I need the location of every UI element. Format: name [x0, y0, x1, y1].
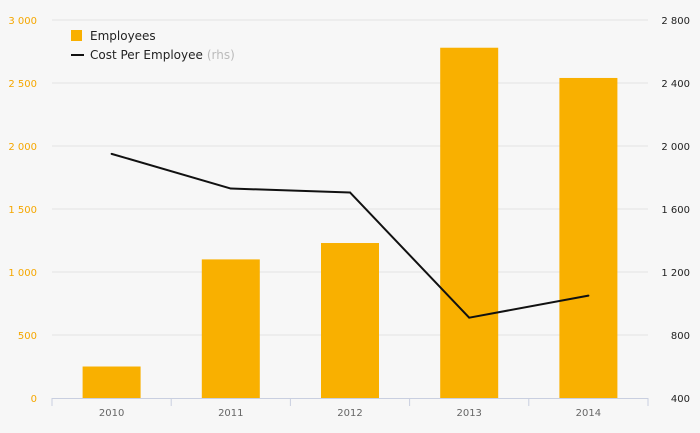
x-tick-label: 2013 — [456, 408, 481, 419]
lines — [110, 152, 590, 319]
y-right-tick-label: 2 400 — [661, 79, 690, 90]
legend-swatch-employees — [71, 30, 82, 41]
x-tick-label: 2012 — [337, 408, 362, 419]
bars — [82, 47, 618, 399]
x-tick-label: 2010 — [99, 408, 124, 419]
y-right-tick-label: 800 — [671, 331, 690, 342]
bar-employees — [201, 259, 260, 398]
y-left-tick-label: 0 — [31, 394, 37, 405]
line-point-cost-per-employee — [349, 191, 351, 194]
bar-employees — [440, 47, 499, 398]
y-right-tick-label: 1 600 — [661, 205, 690, 216]
x-tick-label: 2011 — [218, 408, 243, 419]
y-right-tick-label: 2 800 — [661, 16, 690, 27]
legend-label-cost: Cost Per Employee (rhs) — [90, 48, 235, 62]
y-left-tick-label: 500 — [18, 331, 37, 342]
y-left-tick-label: 3 000 — [8, 16, 37, 27]
y-right-tick-label: 400 — [671, 394, 690, 405]
y-right-tick-label: 1 200 — [661, 268, 690, 279]
gridlines — [52, 19, 648, 336]
bar-employees — [82, 366, 141, 398]
axes: 0 500 1 000 1 500 2 000 2 500 3 000 400 800 1 200… — [8, 16, 690, 419]
bar-employees — [321, 243, 379, 398]
y-left-tick-label: 1 500 — [8, 205, 37, 216]
line-point-cost-per-employee — [468, 316, 471, 319]
x-tick-label: 2014 — [576, 408, 601, 419]
legend-label-cost-suffix: (rhs) — [207, 48, 235, 62]
line-point-cost-per-employee — [110, 152, 113, 155]
y-right-tick-label: 2 000 — [661, 142, 690, 153]
y-left-tick-label: 1 000 — [8, 268, 37, 279]
legend-label-employees: Employees — [90, 29, 156, 43]
line-point-cost-per-employee — [587, 294, 590, 297]
legend: Employees Cost Per Employee (rhs) — [71, 29, 235, 62]
y-left-tick-label: 2 500 — [8, 79, 37, 90]
y-left-tick-label: 2 000 — [8, 142, 37, 153]
legend-label-cost-name: Cost Per Employee — [90, 48, 203, 62]
line-point-cost-per-employee — [229, 187, 232, 190]
bar-employees — [559, 77, 618, 399]
